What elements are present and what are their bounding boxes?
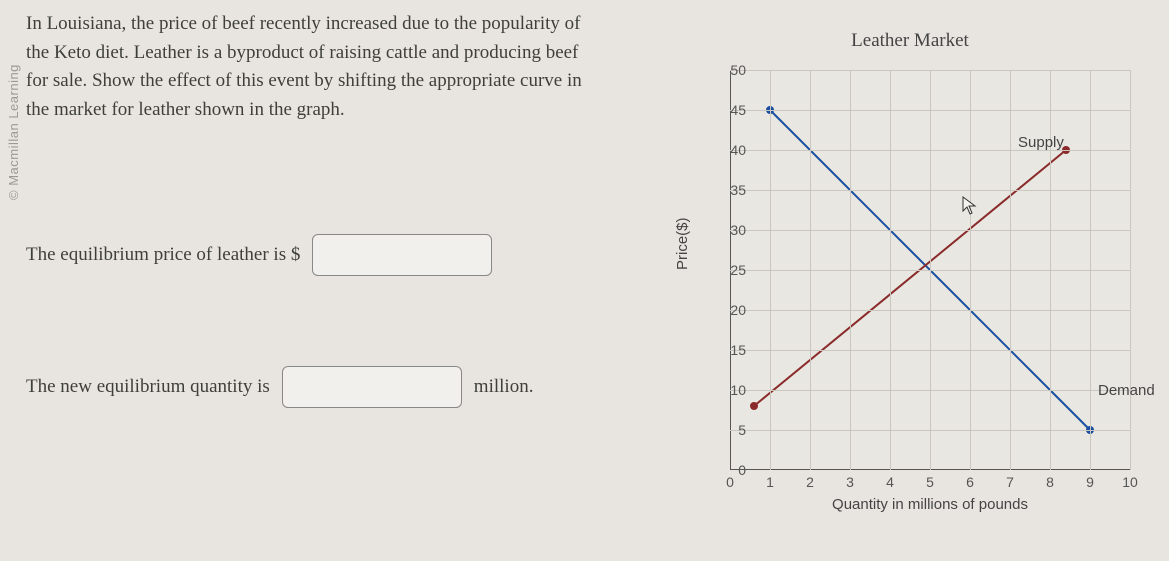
grid-line-v [770, 70, 771, 470]
y-axis-label: Price($) [674, 217, 691, 270]
supply-curve[interactable] [754, 150, 1066, 406]
equilibrium-price-row: The equilibrium price of leather is $ [26, 234, 586, 276]
grid-line-v [890, 70, 891, 470]
supply-label: Supply [1018, 134, 1064, 151]
equilibrium-price-input[interactable] [312, 234, 492, 276]
demand-label: Demand [1098, 382, 1155, 399]
x-tick-label: 6 [955, 474, 985, 490]
y-tick-label: 15 [706, 342, 746, 358]
chart-title: Leather Market [670, 30, 1150, 52]
y-tick-label: 50 [706, 62, 746, 78]
copyright-watermark: © Macmillan Learning [6, 64, 21, 200]
equilibrium-quantity-input[interactable] [282, 366, 462, 408]
y-tick-label: 25 [706, 262, 746, 278]
grid-line-v [850, 70, 851, 470]
x-axis-label: Quantity in millions of pounds [730, 496, 1130, 513]
qty-label-post: million. [474, 376, 534, 398]
y-tick-label: 10 [706, 382, 746, 398]
x-tick-label: 8 [1035, 474, 1065, 490]
price-label: The equilibrium price of leather is $ [26, 244, 300, 266]
grid-line-v [1010, 70, 1011, 470]
grid-line-v [970, 70, 971, 470]
y-tick-label: 40 [706, 142, 746, 158]
supply-endpoint[interactable] [750, 402, 758, 410]
leather-market-chart[interactable]: Leather Market Price($) Quantity in mill… [670, 30, 1150, 540]
x-tick-label: 0 [715, 474, 745, 490]
x-tick-label: 9 [1075, 474, 1105, 490]
y-tick-label: 30 [706, 222, 746, 238]
y-tick-label: 20 [706, 302, 746, 318]
qty-label-pre: The new equilibrium quantity is [26, 376, 270, 398]
x-tick-label: 3 [835, 474, 865, 490]
grid-line-v [930, 70, 931, 470]
x-tick-label: 5 [915, 474, 945, 490]
x-tick-label: 1 [755, 474, 785, 490]
grid-line-v [1090, 70, 1091, 470]
equilibrium-quantity-row: The new equilibrium quantity is million. [26, 366, 586, 408]
y-tick-label: 5 [706, 422, 746, 438]
x-tick-label: 7 [995, 474, 1025, 490]
y-tick-label: 45 [706, 102, 746, 118]
y-tick-label: 35 [706, 182, 746, 198]
grid-line-v [1050, 70, 1051, 470]
x-tick-label: 10 [1115, 474, 1145, 490]
grid-line-v [1130, 70, 1131, 470]
chart-plot-area[interactable] [730, 70, 1130, 470]
question-column: In Louisiana, the price of beef recently… [26, 10, 586, 408]
grid-line-v [810, 70, 811, 470]
x-tick-label: 2 [795, 474, 825, 490]
x-tick-label: 4 [875, 474, 905, 490]
question-text: In Louisiana, the price of beef recently… [26, 10, 586, 124]
